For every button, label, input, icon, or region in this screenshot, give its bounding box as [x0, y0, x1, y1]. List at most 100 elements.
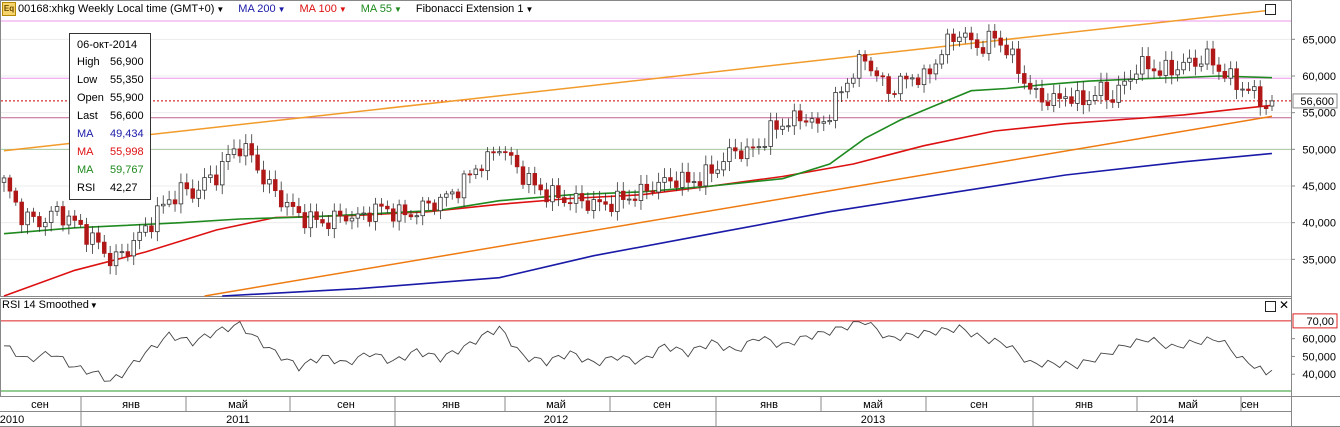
candle-body [7, 177, 13, 192]
candle [520, 160, 526, 189]
candle-body [202, 177, 207, 191]
candle-body [1234, 68, 1239, 90]
maximize-price-panel-button[interactable] [1265, 4, 1276, 15]
legend-fibonacci[interactable]: Fibonacci Extension 1 ▼ [416, 3, 534, 15]
candle [43, 217, 48, 236]
candle-body [1169, 59, 1174, 76]
candle [927, 64, 933, 84]
candle [284, 193, 290, 216]
candle-body [231, 148, 237, 155]
maximize-rsi-panel-button[interactable] [1265, 301, 1276, 312]
candle-body [326, 222, 331, 230]
candle [638, 174, 644, 210]
candle [385, 200, 390, 214]
candle-body [1193, 57, 1198, 67]
candle-body [809, 118, 815, 123]
candle [709, 155, 714, 183]
month-label: май [1178, 399, 1198, 411]
crosshair-tooltip: 06-окт-2014 High 56,900 Low 55,350 Open 55,90… [69, 33, 151, 200]
month-label: янв [1075, 399, 1093, 411]
candle [1198, 55, 1204, 72]
candle-body [473, 168, 479, 175]
tooltip-row: Low 55,350 [70, 71, 150, 89]
candle [178, 173, 184, 214]
candle [1075, 81, 1080, 112]
legend-ma100-label: MA 100 [299, 3, 337, 15]
candle-body [1063, 96, 1068, 99]
candle-body [626, 198, 632, 201]
legend-ma100[interactable]: MA 100 ▼ [300, 3, 347, 15]
tooltip-key: High [77, 56, 100, 68]
candle-body [632, 198, 638, 201]
candle [851, 73, 856, 88]
candle-body [367, 212, 372, 222]
candle [367, 206, 372, 227]
candle [426, 197, 431, 211]
rsi-layer: 60,000 50,000 40,000 70,00 [1, 313, 1338, 392]
candle [432, 199, 437, 215]
candle-body [373, 203, 378, 222]
candle-body [385, 205, 390, 210]
candle [467, 170, 473, 184]
candle [420, 196, 425, 226]
candle [96, 225, 101, 250]
candle [72, 209, 78, 229]
candle-body [892, 93, 897, 95]
candle-body [1151, 68, 1157, 72]
candle [1246, 82, 1251, 94]
candle [721, 152, 726, 177]
candle-body [1252, 86, 1257, 91]
close-rsi-panel-icon[interactable]: ✕ [1279, 298, 1290, 312]
candle [1010, 41, 1015, 64]
candle [750, 138, 756, 158]
candle [685, 162, 691, 192]
ma55-line [3, 75, 1273, 235]
ma100-line [3, 104, 1273, 297]
candle-body [845, 82, 850, 93]
chevron-down-icon: ▼ [393, 4, 402, 14]
candle-body [19, 201, 24, 226]
candle-body [703, 164, 709, 187]
tooltip-value: 56,600 [110, 110, 144, 122]
price-tick-label: 50,000 [1302, 144, 1336, 156]
candle-body [284, 201, 290, 208]
candle [131, 232, 136, 266]
candle [986, 24, 992, 61]
candle-body [674, 180, 679, 188]
candle-body [921, 68, 927, 86]
tooltip-value: 42,27 [110, 182, 138, 194]
tooltip-value: 56,900 [110, 56, 144, 68]
chart-header: Eq 00168:xhkg Weekly Local time (GMT+0) … [0, 0, 533, 18]
candle [974, 33, 980, 56]
tooltip-value: 49,434 [110, 128, 144, 140]
candle-body [60, 206, 66, 226]
candle [538, 178, 543, 196]
candle-body [721, 161, 726, 171]
candle [644, 174, 650, 200]
candle-body [851, 77, 856, 84]
candle [544, 182, 549, 208]
candle-body [420, 200, 425, 217]
rsi-line [3, 320, 1273, 382]
candle [337, 203, 343, 223]
candle-body [267, 179, 272, 185]
candle [609, 195, 614, 217]
candle-body [986, 30, 992, 54]
candle-body [290, 201, 296, 207]
candle-body [1204, 48, 1210, 65]
candle [603, 192, 608, 211]
candle-body [219, 161, 225, 186]
candle [13, 187, 19, 206]
candle [255, 145, 260, 174]
legend-ma55[interactable]: MA 55 ▼ [361, 3, 402, 15]
rsi-legend[interactable]: RSI 14 Smoothed ▼ [2, 299, 98, 311]
candle-body [556, 185, 561, 199]
symbol-selector[interactable]: Eq 00168:xhkg Weekly Local time (GMT+0) … [2, 2, 224, 16]
trend-channel [3, 9, 1273, 297]
candle [762, 138, 768, 151]
candle-body [13, 190, 19, 203]
candle-body [1051, 93, 1057, 106]
candle [166, 190, 172, 208]
legend-ma200[interactable]: MA 200 ▼ [238, 3, 285, 15]
